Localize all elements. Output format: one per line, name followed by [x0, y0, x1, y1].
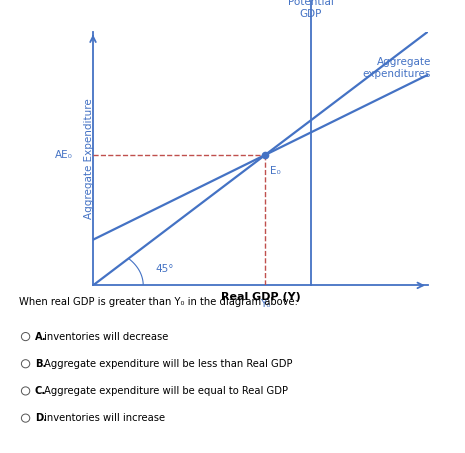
Text: Y₀: Y₀ — [260, 299, 271, 309]
Text: When real GDP is greater than Y₀ in the diagram above:: When real GDP is greater than Y₀ in the … — [19, 297, 298, 307]
Text: B.: B. — [35, 359, 46, 369]
X-axis label: Real GDP (Y): Real GDP (Y) — [220, 292, 300, 302]
Text: D.: D. — [35, 413, 47, 423]
Text: 45°: 45° — [155, 264, 173, 274]
Text: AE₀: AE₀ — [55, 150, 73, 160]
Text: inventories will decrease: inventories will decrease — [44, 332, 168, 342]
Text: Aggregate expenditure will be equal to Real GDP: Aggregate expenditure will be equal to R… — [44, 386, 288, 396]
Y-axis label: Aggregate Expenditure: Aggregate Expenditure — [84, 98, 94, 219]
Text: Aggregate
expenditures: Aggregate expenditures — [363, 57, 431, 79]
Text: E₀: E₀ — [270, 166, 281, 176]
Text: Potential
GDP: Potential GDP — [288, 0, 333, 19]
Text: Aggregate expenditure will be less than Real GDP: Aggregate expenditure will be less than … — [44, 359, 292, 369]
Text: C.: C. — [35, 386, 46, 396]
Text: A.: A. — [35, 332, 46, 342]
Text: inventories will increase: inventories will increase — [44, 413, 165, 423]
